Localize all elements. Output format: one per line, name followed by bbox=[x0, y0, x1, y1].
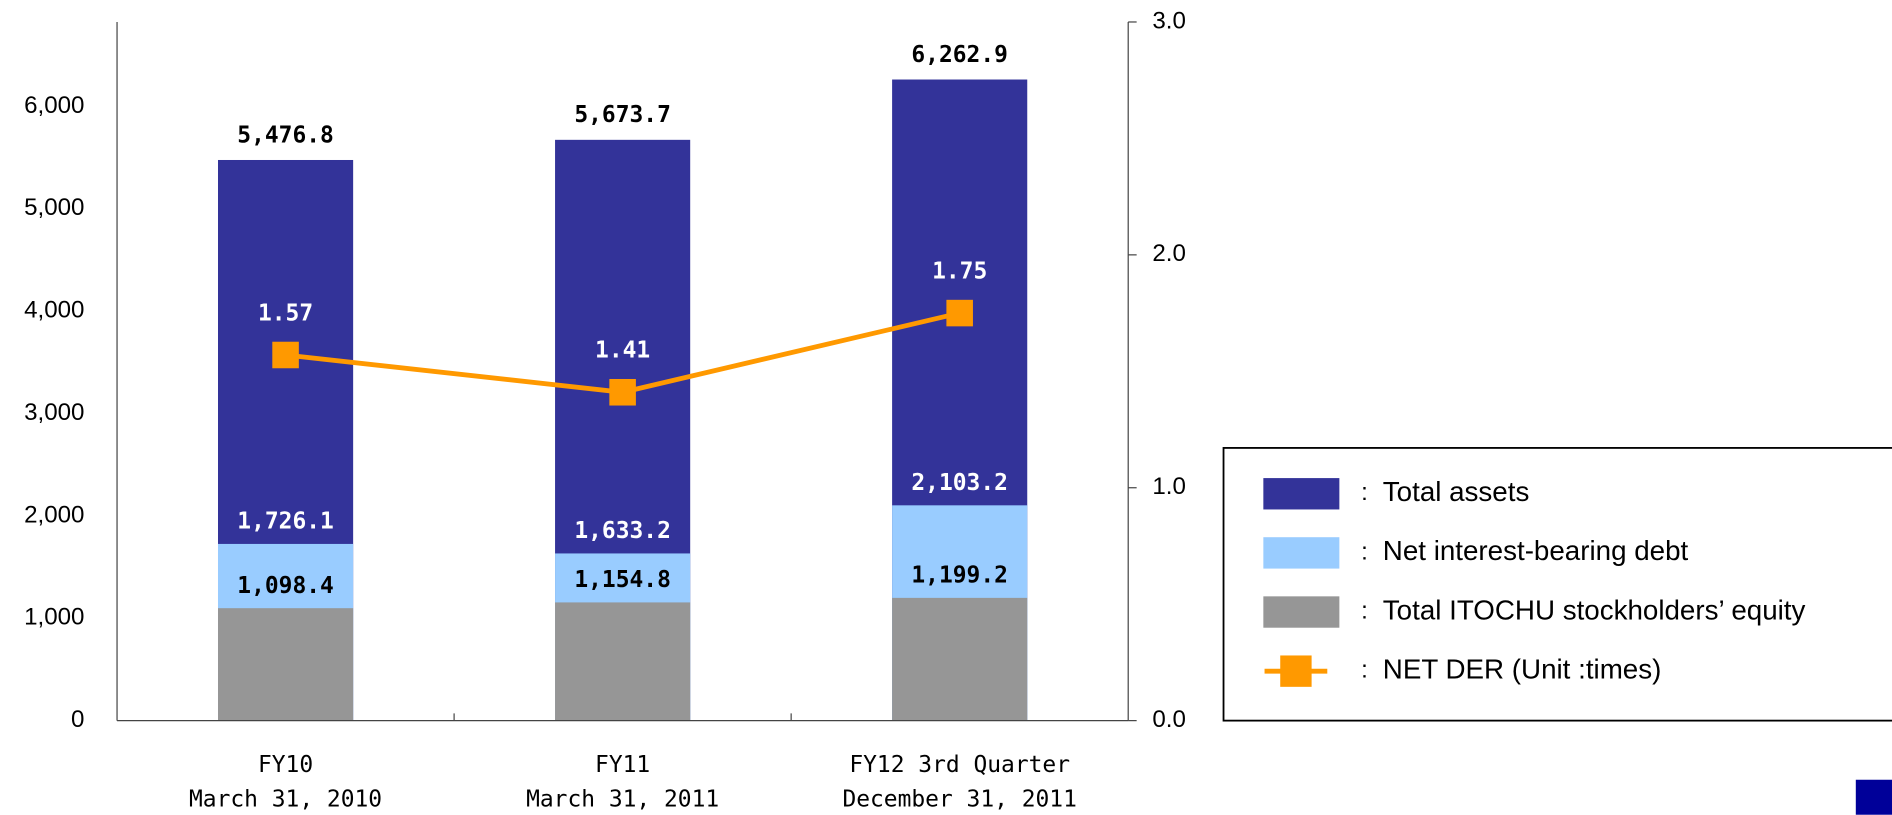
bar bbox=[892, 597, 1028, 721]
bar bbox=[555, 602, 691, 721]
data-label: 1,726.1 bbox=[237, 509, 334, 535]
y2-tick-label: 1.0 bbox=[1152, 473, 1186, 500]
x-tick-label: December 31, 2011 bbox=[842, 787, 1076, 813]
bar bbox=[217, 608, 354, 721]
data-label: 5,476.8 bbox=[237, 122, 334, 148]
y-tick-label: 4,000 bbox=[24, 297, 84, 324]
corner-decoration bbox=[1855, 779, 1892, 815]
y-tick-label: 0 bbox=[71, 706, 84, 733]
y-tick-label: 3,000 bbox=[24, 399, 84, 426]
y-tick-label: 2,000 bbox=[24, 501, 84, 528]
legend-separator: : bbox=[1361, 657, 1368, 684]
legend-marker bbox=[1280, 655, 1312, 687]
x-tick-label: March 31, 2011 bbox=[526, 787, 719, 813]
data-label: 5,673.7 bbox=[574, 102, 671, 128]
data-label: 1.75 bbox=[932, 259, 987, 285]
x-tick-label: FY11 bbox=[595, 752, 650, 778]
data-label: 1,154.8 bbox=[574, 567, 671, 593]
x-tick-label: March 31, 2010 bbox=[189, 787, 382, 813]
marker bbox=[609, 378, 636, 406]
data-label: 2,103.2 bbox=[911, 470, 1008, 496]
legend-swatch bbox=[1263, 537, 1340, 569]
legend-label: Net interest-bearing debt bbox=[1383, 535, 1689, 566]
data-label: 6,262.9 bbox=[911, 42, 1008, 68]
y-tick-label: 1,000 bbox=[24, 604, 84, 631]
data-label: 1,098.4 bbox=[237, 573, 334, 599]
data-label: 1,633.2 bbox=[574, 518, 671, 544]
y-tick-label: 6,000 bbox=[24, 92, 84, 119]
legend-swatch bbox=[1263, 478, 1340, 510]
legend-label: NET DER (Unit :times) bbox=[1383, 653, 1662, 684]
legend-label: Total ITOCHU stockholders’ equity bbox=[1383, 594, 1806, 625]
legend-swatch bbox=[1263, 596, 1340, 628]
legend-separator: : bbox=[1361, 597, 1368, 624]
x-tick-label: FY12 3rd Quarter bbox=[849, 752, 1070, 778]
x-tick-label: FY10 bbox=[258, 752, 313, 778]
y-tick-label: 5,000 bbox=[24, 194, 84, 221]
y2-tick-label: 3.0 bbox=[1152, 7, 1186, 34]
data-label: 1.41 bbox=[595, 338, 650, 364]
legend-label: Total assets bbox=[1383, 476, 1530, 507]
marker bbox=[272, 341, 299, 369]
legend-separator: : bbox=[1361, 538, 1368, 565]
legend-separator: : bbox=[1361, 479, 1368, 506]
marker bbox=[946, 299, 973, 327]
data-label: 1.57 bbox=[258, 300, 313, 326]
y2-tick-label: 2.0 bbox=[1152, 240, 1186, 267]
data-label: 1,199.2 bbox=[911, 563, 1008, 589]
y2-tick-label: 0.0 bbox=[1152, 706, 1186, 733]
